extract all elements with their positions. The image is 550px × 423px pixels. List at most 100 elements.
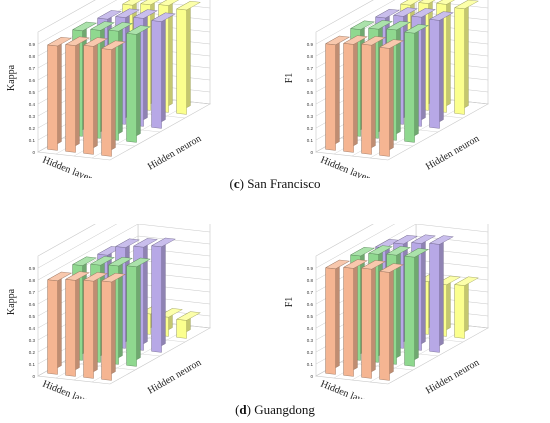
z-tick-label: 0.9 xyxy=(307,266,314,271)
z-tick-label: 0.3 xyxy=(29,338,36,343)
z-tick-label: 0.3 xyxy=(29,114,36,119)
bar-top xyxy=(90,256,115,266)
bar-top xyxy=(126,25,151,35)
z-tick-label: 0.2 xyxy=(307,350,314,355)
bar-front xyxy=(343,43,354,153)
bar-front xyxy=(325,267,336,375)
bar-top xyxy=(343,35,368,45)
bar-front xyxy=(343,267,354,377)
depth-axis-label: Hidden neuron xyxy=(424,357,481,396)
bar-top xyxy=(151,237,176,248)
z-tick-label: 0.7 xyxy=(307,290,314,295)
z-tick-label: 0 xyxy=(32,374,35,379)
bar xyxy=(101,272,126,381)
caption-d: (d) Guangdong xyxy=(235,402,315,417)
bar xyxy=(151,12,176,129)
bar-front xyxy=(379,271,390,381)
z-tick-label: 0.9 xyxy=(307,42,314,47)
bar xyxy=(361,36,386,155)
bar xyxy=(176,311,201,339)
bar-top xyxy=(72,256,97,266)
bar xyxy=(176,0,201,115)
bar-top xyxy=(393,234,418,245)
bar-top xyxy=(418,0,436,4)
bar xyxy=(47,271,72,375)
z-tick-label: 0.4 xyxy=(307,326,314,331)
bar-top xyxy=(122,0,143,6)
bar-top xyxy=(108,22,133,32)
bar-front xyxy=(176,319,187,339)
bar-front xyxy=(361,267,372,379)
bar-top xyxy=(72,21,97,32)
bar-front xyxy=(325,43,336,151)
depth-axis-label: Hidden neuron xyxy=(146,133,203,172)
z-tick-label: 0.9 xyxy=(29,42,36,47)
bar-top xyxy=(386,246,411,256)
bar-top xyxy=(368,20,393,30)
bar-top xyxy=(368,245,393,255)
bar-top xyxy=(436,0,455,5)
z-tick-label: 0.1 xyxy=(307,138,314,143)
bar-front xyxy=(83,279,94,379)
y-axis-label: F1 xyxy=(284,297,295,308)
bar xyxy=(126,257,151,367)
chart-d-f1: 0 0.1 0.2 0.3 0.4 0.5 0.6 0.7 0.8 0.9 F1 Hidden lay… xyxy=(284,224,489,399)
chart-c-f1: 0 0.1 0.2 0.3 0.4 0.5 0.6 0.7 0.8 0.9 F1 Hidden lay… xyxy=(284,0,489,178)
z-tick-label: 0 xyxy=(310,150,313,155)
bar-front xyxy=(126,33,137,143)
bar xyxy=(429,235,454,353)
bar-front xyxy=(101,280,112,381)
bar-front xyxy=(404,255,415,367)
caption-d-letter: d xyxy=(239,402,247,417)
bar-top xyxy=(411,8,436,18)
bar-front xyxy=(65,279,76,377)
bar-front xyxy=(151,245,162,353)
bar xyxy=(151,237,176,353)
gridline xyxy=(315,224,396,269)
z-tick-label: 0.5 xyxy=(29,90,36,95)
z-tick-label: 0.9 xyxy=(29,266,36,271)
z-tick-label: 0.6 xyxy=(307,302,314,307)
bar-top xyxy=(343,259,368,269)
bar-top xyxy=(101,40,126,50)
bar-front xyxy=(101,48,112,157)
z-tick-label: 0.5 xyxy=(307,90,314,95)
bar-top xyxy=(361,36,386,46)
z-tick-label: 0 xyxy=(32,150,35,155)
caption-c: (c) San Francisco xyxy=(229,176,321,191)
bar-top xyxy=(350,20,375,30)
chart-1-group: 0 0.1 0.2 0.3 0.4 0.5 0.6 0.7 0.8 0.9 F1 Hidden lay… xyxy=(284,0,489,178)
bar xyxy=(65,36,90,153)
z-tick-label: 0.4 xyxy=(307,102,314,107)
x-axis-label: Hidden layer xyxy=(319,155,372,178)
bar xyxy=(343,35,368,153)
z-tick-label: 0.4 xyxy=(29,102,36,107)
bar-front xyxy=(429,243,440,353)
z-tick-label: 0.1 xyxy=(29,362,36,367)
bar-top xyxy=(454,276,479,286)
bar-top xyxy=(65,271,90,281)
chart-3-group: 0 0.1 0.2 0.3 0.4 0.5 0.6 0.7 0.8 0.9 F1 Hidden lay… xyxy=(284,224,489,399)
bar-top xyxy=(83,37,108,47)
gridline xyxy=(37,235,211,293)
bar xyxy=(343,259,368,377)
chart-2-group: 0 0.1 0.2 0.3 0.4 0.5 0.6 0.7 0.8 0.9 Kappa Hidden … xyxy=(6,224,211,399)
bar-front xyxy=(126,265,137,367)
bar xyxy=(379,39,404,157)
z-tick-label: 0 xyxy=(310,374,313,379)
bar-front xyxy=(429,19,440,129)
chart-0-group: 0 0.1 0.2 0.3 0.4 0.5 0.6 0.7 0.8 0.9 Kappa Hidden … xyxy=(6,0,211,178)
bar-front xyxy=(47,279,58,375)
bar xyxy=(454,0,479,115)
bar-top xyxy=(379,263,404,273)
z-tick-label: 0.2 xyxy=(29,350,36,355)
bar xyxy=(325,35,350,151)
bar xyxy=(325,259,350,375)
bar-top xyxy=(400,0,421,6)
bar-top xyxy=(108,256,133,267)
bar-top xyxy=(176,311,201,321)
bar-top xyxy=(325,259,350,270)
x-axis-label: Hidden layer xyxy=(319,379,372,399)
depth-axis-label: Hidden neuron xyxy=(146,357,203,396)
